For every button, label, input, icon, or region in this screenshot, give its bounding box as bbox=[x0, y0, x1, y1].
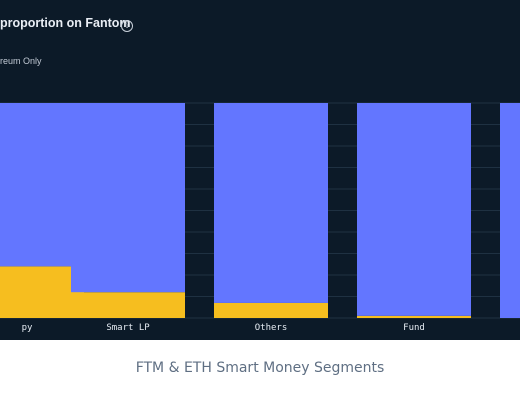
bar-segment-yellow[interactable] bbox=[71, 292, 185, 318]
x-tick-label: py bbox=[22, 323, 33, 333]
bar-segment-yellow[interactable] bbox=[0, 266, 84, 318]
x-tick-label: Smart LP bbox=[106, 323, 150, 333]
x-tick-label: Fund bbox=[403, 323, 425, 333]
info-icon[interactable]: i bbox=[121, 20, 133, 32]
bar-segment-yellow[interactable] bbox=[214, 302, 328, 318]
bar-segment-yellow[interactable] bbox=[357, 315, 471, 318]
bar-segment-blue[interactable] bbox=[214, 103, 328, 303]
x-tick-label: Others bbox=[255, 323, 288, 333]
bar-segment-blue[interactable] bbox=[500, 103, 520, 318]
chart-panel: proportion on Fantom i reum Only py Smart… bbox=[0, 0, 520, 340]
stacked-bar-chart: py Smart LP Others Fund bbox=[0, 102, 520, 333]
bar-segment-blue[interactable] bbox=[357, 103, 471, 316]
bar-segment-blue[interactable] bbox=[0, 103, 84, 267]
figure-caption: FTM & ETH Smart Money Segments bbox=[135, 360, 385, 376]
chart-title: proportion on Fantom bbox=[0, 16, 131, 30]
bar-segment-blue[interactable] bbox=[71, 103, 185, 293]
chart-subtitle: reum Only bbox=[0, 56, 42, 66]
